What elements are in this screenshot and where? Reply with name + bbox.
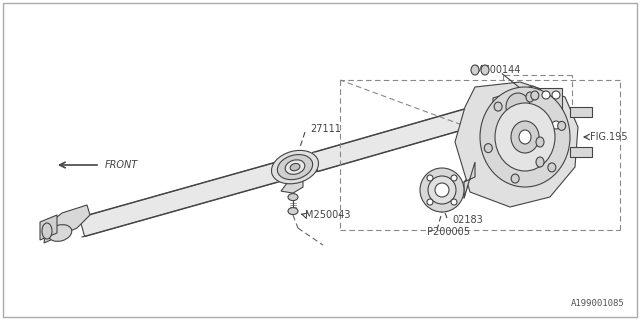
Ellipse shape (288, 208, 298, 215)
Ellipse shape (552, 121, 560, 129)
Text: FRONT: FRONT (105, 160, 138, 170)
Text: FIG.195: FIG.195 (590, 132, 627, 142)
Polygon shape (79, 163, 280, 236)
Ellipse shape (552, 91, 560, 99)
Ellipse shape (481, 65, 489, 75)
Ellipse shape (420, 168, 464, 212)
Ellipse shape (285, 160, 305, 174)
Ellipse shape (427, 199, 433, 205)
Ellipse shape (480, 87, 570, 187)
Polygon shape (312, 101, 496, 172)
Ellipse shape (536, 137, 544, 147)
Ellipse shape (428, 176, 456, 204)
Ellipse shape (495, 103, 555, 171)
Ellipse shape (484, 144, 492, 153)
Polygon shape (493, 86, 546, 128)
Polygon shape (540, 88, 562, 132)
Ellipse shape (42, 223, 52, 239)
Ellipse shape (531, 91, 539, 100)
Ellipse shape (511, 121, 539, 153)
Text: M250043: M250043 (305, 210, 351, 220)
Text: P200005: P200005 (427, 227, 470, 237)
Ellipse shape (542, 91, 550, 99)
Polygon shape (464, 162, 475, 198)
Polygon shape (570, 107, 592, 117)
Polygon shape (40, 215, 57, 240)
Ellipse shape (271, 150, 319, 184)
Ellipse shape (451, 175, 457, 181)
Ellipse shape (427, 175, 433, 181)
Polygon shape (455, 82, 578, 207)
Text: M700144: M700144 (475, 65, 520, 75)
Polygon shape (570, 147, 592, 157)
Ellipse shape (290, 164, 300, 171)
Text: 27111: 27111 (310, 124, 341, 134)
Ellipse shape (435, 183, 449, 197)
Ellipse shape (494, 102, 502, 111)
Ellipse shape (557, 121, 566, 130)
Ellipse shape (536, 157, 544, 167)
Ellipse shape (451, 199, 457, 205)
Ellipse shape (511, 174, 519, 183)
Ellipse shape (277, 155, 312, 180)
Ellipse shape (288, 194, 298, 201)
Ellipse shape (506, 93, 530, 121)
Ellipse shape (48, 225, 72, 241)
Polygon shape (44, 205, 90, 243)
Ellipse shape (519, 130, 531, 144)
Ellipse shape (471, 65, 479, 75)
Ellipse shape (542, 121, 550, 129)
Text: A199001085: A199001085 (572, 299, 625, 308)
Text: 02183: 02183 (452, 215, 483, 225)
Polygon shape (281, 179, 303, 193)
Ellipse shape (548, 163, 556, 172)
Ellipse shape (526, 92, 534, 102)
